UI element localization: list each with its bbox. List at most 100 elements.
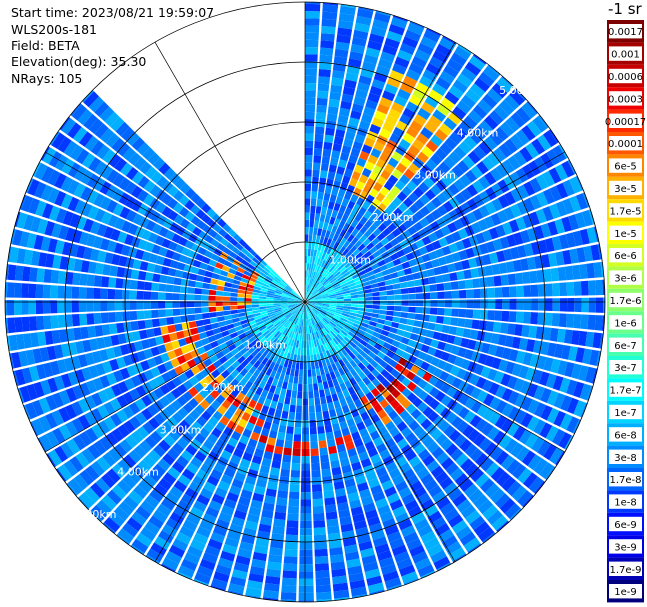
range-gate-cell: [308, 285, 311, 293]
range-gate-cell: [286, 527, 299, 536]
range-gate-cell: [439, 142, 453, 156]
range-gate-cell: [314, 293, 321, 298]
range-gate-cell: [54, 239, 65, 255]
range-gate-cell: [230, 388, 240, 398]
range-gate-cell: [365, 292, 373, 297]
range-gate-cell: [317, 228, 323, 236]
range-gate-cell: [527, 399, 540, 415]
range-gate-cell: [80, 186, 93, 201]
range-gate-cell: [325, 325, 332, 332]
range-gate-cell: [71, 104, 88, 121]
range-gate-cell: [312, 308, 319, 314]
range-gate-cell: [178, 372, 189, 383]
range-gate-cell: [482, 254, 492, 266]
range-gate-cell: [376, 103, 390, 115]
range-gate-cell: [184, 369, 195, 379]
range-gate-cell: [346, 320, 355, 326]
range-gate-cell: [153, 444, 166, 458]
range-gate-cell: [280, 388, 287, 397]
range-gate-cell: [525, 433, 539, 449]
range-gate-cell: [245, 445, 256, 455]
range-gate-cell: [94, 208, 106, 222]
range-gate-cell: [475, 473, 490, 488]
range-gate-cell: [363, 210, 373, 220]
range-gate-cell: [321, 307, 329, 312]
range-gate-cell: [313, 390, 320, 399]
range-gate-cell: [105, 133, 120, 148]
range-gate-cell: [399, 317, 408, 325]
range-gate-cell: [107, 300, 115, 311]
range-gate-cell: [203, 276, 212, 284]
range-gate-cell: [313, 155, 322, 164]
range-gate-cell: [290, 291, 297, 297]
range-gate-cell: [370, 359, 379, 369]
range-gate-cell: [346, 242, 354, 251]
range-gate-cell: [244, 294, 252, 298]
range-gate-cell: [468, 110, 483, 124]
range-gate-cell: [45, 253, 55, 268]
range-gate-cell: [270, 327, 277, 334]
range-gate-cell: [412, 397, 423, 408]
range-gate-cell: [375, 65, 391, 76]
range-gate-cell: [394, 180, 406, 191]
range-gate-cell: [301, 463, 310, 471]
range-gate-cell: [312, 176, 319, 185]
range-gate-cell: [426, 364, 437, 375]
range-gate-cell: [319, 214, 326, 222]
range-gate-cell: [294, 369, 299, 377]
range-gate-cell: [532, 369, 543, 384]
range-gate-cell: [334, 271, 341, 278]
range-gate-cell: [312, 317, 317, 325]
range-gate-cell: [352, 203, 362, 213]
range-gate-cell: [55, 154, 69, 171]
range-gate-cell: [292, 309, 299, 315]
range-gate-cell: [539, 371, 550, 386]
range-gate-cell: [102, 264, 111, 276]
range-gate-cell: [174, 244, 185, 254]
range-gate-cell: [203, 358, 213, 368]
range-gate-cell: [325, 350, 332, 358]
range-gate-cell: [408, 258, 418, 267]
range-gate-cell: [239, 368, 249, 377]
range-gate-cell: [240, 489, 253, 500]
range-gate-cell: [374, 327, 383, 334]
range-gate-cell: [459, 531, 476, 546]
range-gate-cell: [349, 377, 357, 386]
range-gate-cell: [353, 357, 361, 366]
range-gate-cell: [279, 316, 287, 323]
range-gate-cell: [315, 112, 327, 121]
range-gate-cell: [307, 303, 313, 309]
range-gate-cell: [271, 533, 285, 542]
range-gate-cell: [273, 363, 280, 372]
range-gate-cell: [353, 96, 366, 106]
range-gate-cell: [412, 385, 423, 397]
range-gate-cell: [384, 163, 395, 174]
range-gate-cell: [233, 275, 242, 281]
range-gate-cell: [245, 587, 262, 597]
range-gate-cell: [163, 434, 176, 447]
range-gate-cell: [155, 202, 167, 214]
range-gate-cell: [297, 311, 302, 319]
range-gate-cell: [42, 147, 57, 165]
range-gate-cell: [187, 545, 203, 558]
range-gate-cell: [360, 258, 369, 266]
range-gate-cell: [308, 234, 313, 242]
range-gate-cell: [483, 332, 493, 343]
range-gate-cell: [359, 350, 368, 359]
range-gate-cell: [337, 391, 345, 400]
range-gate-cell: [207, 218, 217, 229]
range-gate-cell: [489, 396, 501, 410]
range-gate-cell: [112, 173, 125, 187]
range-gate-cell: [387, 531, 402, 543]
range-gate-cell: [411, 375, 422, 385]
range-gate-cell: [395, 480, 409, 492]
range-gate-cell: [339, 280, 347, 286]
range-gate-cell: [213, 267, 222, 275]
range-gate-cell: [501, 310, 510, 322]
range-gate-cell: [53, 375, 65, 391]
range-gate-cell: [254, 544, 269, 555]
range-gate-cell: [203, 343, 213, 352]
range-gate-cell: [129, 352, 140, 364]
range-gate-cell: [347, 253, 355, 262]
range-gate-cell: [315, 346, 320, 355]
